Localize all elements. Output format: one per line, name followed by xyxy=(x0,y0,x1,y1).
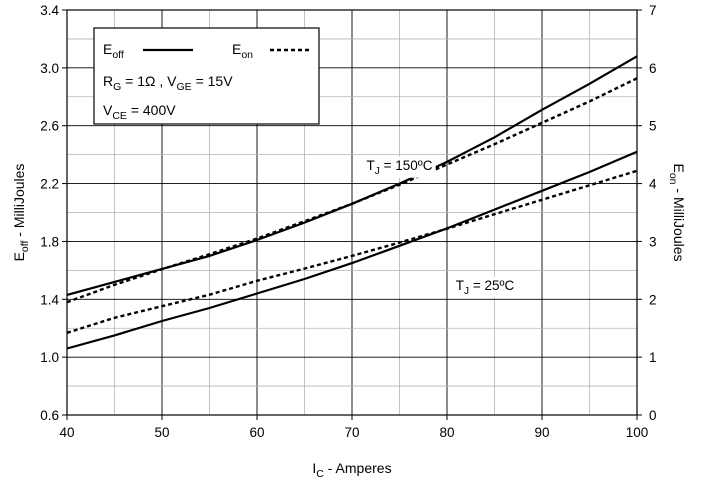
y-left-tick-label: 3.4 xyxy=(40,3,59,18)
y-left-tick-label: 1.0 xyxy=(40,350,59,365)
legend-box xyxy=(93,27,320,125)
x-tick-label: 80 xyxy=(439,425,454,440)
x-tick-label: 50 xyxy=(154,425,169,440)
series-line-eon-150c xyxy=(66,77,638,304)
series-line-eoff-25c xyxy=(66,150,638,350)
legend: Eoff Eon RG = 1Ω , VGE = 15V VCE = 400V xyxy=(93,27,320,125)
y-left-tick-label: 1.4 xyxy=(40,292,59,307)
annotation-tj-25: TJ = 25ºC xyxy=(456,278,515,297)
legend-label-eon: Eon xyxy=(232,41,253,61)
x-tick-label: 70 xyxy=(344,425,359,440)
y-right-tick-label: 6 xyxy=(649,61,657,76)
y-right-axis-label: Eon - MilliJoules xyxy=(667,163,687,261)
data-series xyxy=(66,55,638,350)
y-right-tick-label: 5 xyxy=(649,119,657,134)
y-right-tick-label: 3 xyxy=(649,234,657,249)
y-left-tick-label: 0.6 xyxy=(40,408,59,423)
x-axis-label: IC - Amperes xyxy=(312,460,391,480)
axis-ticks: 40 50 60 70 80 90 100 0.6 1.0 1.4 1.8 2.2 2.6 3.0 3.4 0… xyxy=(40,3,657,440)
y-left-tick-label: 2.6 xyxy=(40,119,59,134)
annotation-background xyxy=(363,156,436,178)
x-tick-label: 100 xyxy=(626,425,649,440)
series-line-eon-25c xyxy=(66,169,638,334)
y-left-axis-label: Eoff - MilliJoules xyxy=(11,164,31,262)
x-tick-label: 90 xyxy=(534,425,549,440)
y-left-tick-label: 1.8 xyxy=(40,234,59,249)
y-right-tick-label: 4 xyxy=(649,177,657,192)
x-tick-label: 60 xyxy=(249,425,264,440)
x-tick-label: 40 xyxy=(59,425,74,440)
y-right-tick-label: 0 xyxy=(649,408,657,423)
legend-condition-rg-vge: RG = 1Ω , VGE = 15V xyxy=(103,73,233,93)
y-right-tick-label: 7 xyxy=(649,3,657,18)
y-right-tick-label: 2 xyxy=(649,292,657,307)
annotation-background xyxy=(452,276,518,298)
axis-labels: IC - Amperes Eoff - MilliJoules Eon - Mill… xyxy=(11,163,687,480)
y-right-tick-label: 1 xyxy=(649,350,657,365)
annotation-tj-150: TJ = 150ºC xyxy=(367,158,433,177)
legend-label-eoff: Eoff xyxy=(103,41,124,61)
legend-condition-vce: VCE = 400V xyxy=(103,102,176,122)
y-left-tick-label: 2.2 xyxy=(40,177,59,192)
annotations: TJ = 150ºC TJ = 25ºC xyxy=(363,156,518,298)
y-left-tick-label: 3.0 xyxy=(40,61,59,76)
